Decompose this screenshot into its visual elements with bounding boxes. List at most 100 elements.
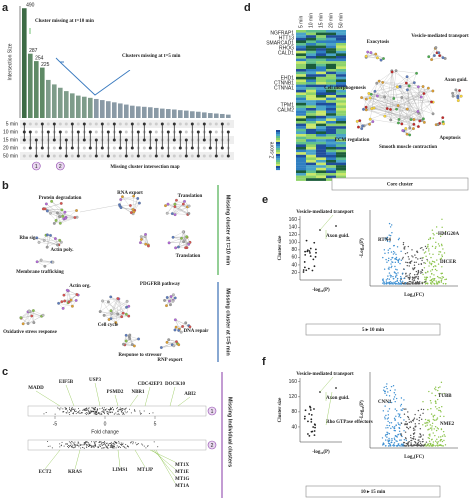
network-edge <box>37 261 45 267</box>
network-node <box>427 55 431 59</box>
strip-dot <box>112 447 114 449</box>
volcano-dot <box>424 271 427 274</box>
volcano-dot <box>445 282 447 285</box>
leader-line <box>65 384 75 407</box>
volcano-dot <box>427 245 429 247</box>
volcano-dot <box>406 426 408 429</box>
scatter-dot <box>315 251 317 254</box>
tick-label: 120 <box>289 394 298 400</box>
network-node <box>173 328 177 332</box>
volcano-dot <box>440 243 443 246</box>
volcano-dot <box>386 240 389 243</box>
network-edge <box>47 235 51 248</box>
volcano-dot <box>383 390 386 393</box>
network-node <box>132 344 136 348</box>
network-node <box>125 299 129 303</box>
heatmap-cell <box>296 152 306 155</box>
volcano-dot <box>444 230 447 233</box>
network-node <box>21 322 25 326</box>
heatmap-cell <box>336 149 346 153</box>
heatmap-cell <box>336 100 346 103</box>
network-edge <box>422 86 432 102</box>
annotation-arrow <box>55 57 64 63</box>
volcano-dot <box>393 396 396 398</box>
volcano-dot <box>428 437 431 440</box>
strip-dot <box>110 408 112 410</box>
network-edge <box>102 300 116 323</box>
volcano-dot <box>429 435 431 437</box>
heatmap-cell <box>316 89 326 93</box>
legend-label: Z-score <box>269 141 275 158</box>
heatmap-cell <box>296 82 306 85</box>
network-node <box>368 96 372 100</box>
heatmap-cell <box>316 69 326 72</box>
strip-dot <box>110 443 112 445</box>
network-label: Cell morphogenesis <box>324 86 366 91</box>
network-node <box>412 81 416 85</box>
strip-dot <box>91 441 93 443</box>
heatmap-cell <box>306 79 316 83</box>
legend-swatch <box>276 146 280 149</box>
heatmap-cell <box>336 147 346 150</box>
gene-label: EHD1 <box>281 75 295 81</box>
volcano-dot <box>435 283 438 285</box>
network-edge <box>366 56 378 58</box>
strip-dot <box>107 412 109 414</box>
network-node <box>409 118 413 121</box>
network-edge <box>120 196 134 200</box>
volcano-dot <box>419 247 422 249</box>
strip-dot <box>125 447 127 449</box>
volcano-dot <box>412 420 415 422</box>
strip-dot <box>66 407 68 409</box>
heatmap-cell <box>306 63 316 67</box>
scatter-dot <box>303 417 306 420</box>
volcano-dot <box>413 279 415 282</box>
strip-dot <box>73 444 75 446</box>
strip-dot <box>93 410 95 412</box>
volcano-dot <box>439 444 442 447</box>
strip-dot <box>62 411 64 413</box>
network-node <box>401 129 405 133</box>
strip-dot <box>114 443 116 445</box>
network-node <box>65 288 69 292</box>
volcano-dot <box>436 427 439 429</box>
volcano-dot <box>424 276 426 278</box>
strip-dot <box>109 443 111 445</box>
volcano-dot <box>434 247 437 250</box>
network-node <box>181 230 185 234</box>
volcano-dot <box>441 244 443 247</box>
strip-dot <box>94 413 96 415</box>
volcano-dot <box>388 222 391 225</box>
matrix-dot <box>142 154 146 158</box>
network-node <box>75 293 79 296</box>
strip-dot <box>132 443 134 445</box>
volcano-dot <box>403 413 406 415</box>
matrix-dot <box>118 122 122 126</box>
volcano-dot <box>394 426 396 428</box>
volcano-dot <box>428 421 431 423</box>
network-node <box>432 54 436 57</box>
network-edge <box>36 237 62 243</box>
volcano-dot <box>402 243 405 246</box>
volcano-dot <box>388 408 391 410</box>
network-node <box>132 194 136 198</box>
heatmap-cell <box>306 82 316 85</box>
strip-dot <box>74 410 76 412</box>
heatmap-cell <box>306 149 316 153</box>
strip-dot <box>72 408 74 410</box>
heatmap-cell <box>296 37 306 41</box>
network-edge <box>422 86 434 114</box>
heatmap-cell <box>336 118 346 122</box>
heatmap-cell <box>316 71 326 75</box>
network-edge <box>123 335 127 345</box>
heatmap-cell <box>316 82 326 85</box>
volcano-dot <box>400 397 403 399</box>
heatmap-cell <box>336 89 346 93</box>
volcano-dot <box>433 279 435 281</box>
network-edge <box>38 242 59 245</box>
strip-dot <box>66 443 68 445</box>
volcano-dot <box>433 414 436 416</box>
strip-dot <box>101 447 103 449</box>
volcano-dot <box>405 408 407 410</box>
volcano-dot <box>406 275 408 277</box>
